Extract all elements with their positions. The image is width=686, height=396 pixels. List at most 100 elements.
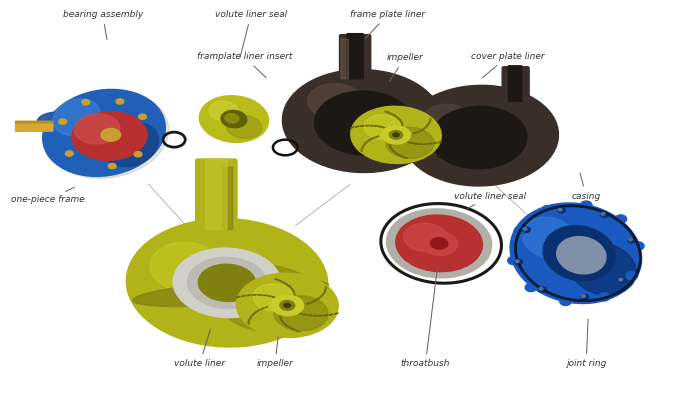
Ellipse shape — [386, 127, 434, 158]
Ellipse shape — [307, 84, 363, 119]
Ellipse shape — [431, 107, 527, 169]
Ellipse shape — [402, 85, 558, 186]
Ellipse shape — [515, 260, 519, 263]
Ellipse shape — [187, 257, 267, 308]
Text: joint ring: joint ring — [566, 319, 606, 368]
Ellipse shape — [134, 152, 142, 157]
Ellipse shape — [508, 256, 519, 265]
Ellipse shape — [421, 231, 458, 255]
Ellipse shape — [104, 123, 158, 167]
Ellipse shape — [65, 151, 73, 156]
Ellipse shape — [404, 223, 447, 251]
Ellipse shape — [108, 164, 116, 169]
Ellipse shape — [628, 238, 636, 243]
Ellipse shape — [126, 219, 328, 347]
Ellipse shape — [393, 133, 399, 137]
Ellipse shape — [280, 301, 295, 310]
Ellipse shape — [580, 201, 592, 209]
FancyBboxPatch shape — [16, 124, 53, 131]
FancyBboxPatch shape — [206, 159, 227, 229]
Ellipse shape — [430, 238, 448, 249]
Text: framplate liner insert: framplate liner insert — [196, 52, 292, 78]
Ellipse shape — [514, 259, 523, 265]
Text: volute liner seal: volute liner seal — [215, 10, 287, 57]
Ellipse shape — [101, 128, 121, 141]
FancyBboxPatch shape — [502, 67, 529, 102]
Ellipse shape — [522, 217, 575, 258]
Ellipse shape — [271, 295, 304, 316]
Ellipse shape — [74, 114, 120, 144]
Ellipse shape — [150, 242, 222, 292]
Ellipse shape — [626, 272, 638, 280]
FancyBboxPatch shape — [16, 121, 53, 127]
Ellipse shape — [600, 212, 608, 217]
FancyBboxPatch shape — [196, 159, 237, 230]
Ellipse shape — [72, 112, 147, 160]
Ellipse shape — [618, 278, 626, 283]
Ellipse shape — [543, 226, 615, 281]
Ellipse shape — [283, 70, 442, 173]
Ellipse shape — [381, 126, 410, 144]
Ellipse shape — [139, 114, 146, 119]
Ellipse shape — [351, 106, 441, 164]
Ellipse shape — [581, 294, 589, 300]
Text: volute liner: volute liner — [174, 329, 225, 368]
Ellipse shape — [523, 227, 530, 232]
Text: impeller: impeller — [257, 337, 294, 368]
Ellipse shape — [200, 96, 268, 143]
Text: throatbush: throatbush — [401, 268, 450, 368]
Ellipse shape — [510, 203, 641, 303]
Ellipse shape — [43, 89, 165, 176]
Ellipse shape — [198, 264, 256, 301]
Ellipse shape — [386, 209, 492, 278]
Ellipse shape — [632, 242, 644, 250]
Ellipse shape — [237, 273, 338, 337]
Ellipse shape — [364, 115, 401, 139]
Ellipse shape — [598, 293, 610, 301]
Ellipse shape — [628, 238, 632, 241]
Text: impeller: impeller — [386, 53, 423, 81]
Ellipse shape — [558, 208, 562, 211]
Text: one-piece frame: one-piece frame — [11, 187, 85, 204]
Ellipse shape — [570, 243, 636, 295]
Ellipse shape — [209, 101, 238, 121]
Ellipse shape — [396, 215, 482, 272]
Ellipse shape — [539, 287, 543, 290]
Ellipse shape — [38, 112, 95, 135]
Ellipse shape — [284, 303, 291, 307]
FancyBboxPatch shape — [340, 34, 370, 80]
Text: frame plate liner: frame plate liner — [351, 10, 425, 38]
Ellipse shape — [390, 131, 403, 139]
Ellipse shape — [619, 278, 623, 281]
Ellipse shape — [253, 284, 294, 311]
Ellipse shape — [225, 114, 239, 123]
FancyBboxPatch shape — [347, 34, 363, 79]
Ellipse shape — [226, 115, 262, 139]
Text: casing: casing — [571, 173, 601, 200]
Ellipse shape — [615, 215, 626, 223]
FancyBboxPatch shape — [16, 126, 53, 131]
Ellipse shape — [558, 208, 565, 213]
Ellipse shape — [557, 236, 606, 274]
Ellipse shape — [525, 283, 537, 291]
Ellipse shape — [173, 248, 281, 318]
Ellipse shape — [217, 266, 318, 332]
FancyBboxPatch shape — [508, 66, 522, 101]
Ellipse shape — [315, 91, 413, 155]
Text: volute liner seal: volute liner seal — [454, 192, 526, 209]
Ellipse shape — [116, 99, 123, 104]
Ellipse shape — [132, 279, 329, 307]
Text: cover plate liner: cover plate liner — [471, 52, 544, 78]
Ellipse shape — [514, 227, 525, 235]
Text: bearing assembly: bearing assembly — [62, 10, 143, 39]
FancyBboxPatch shape — [341, 39, 348, 79]
Ellipse shape — [539, 287, 546, 292]
Ellipse shape — [82, 99, 90, 105]
Ellipse shape — [560, 297, 571, 305]
FancyBboxPatch shape — [223, 167, 233, 229]
Ellipse shape — [542, 206, 554, 214]
Ellipse shape — [422, 104, 470, 135]
Ellipse shape — [46, 91, 169, 178]
Ellipse shape — [523, 228, 527, 230]
Ellipse shape — [53, 99, 100, 135]
